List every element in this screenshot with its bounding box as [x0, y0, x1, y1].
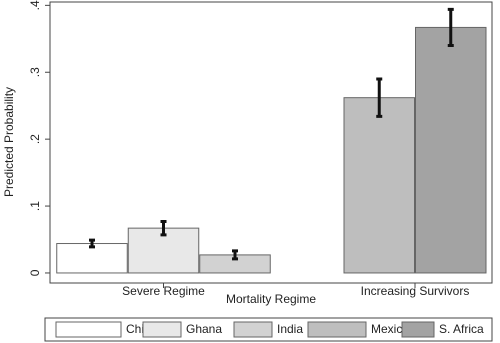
bar: [343, 97, 415, 274]
error-bar: [89, 238, 95, 249]
y-tick-label: .3: [28, 67, 42, 77]
y-tick-label: 0: [28, 269, 42, 276]
y-tick-label: .4: [28, 0, 42, 10]
legend-swatch: [233, 321, 273, 338]
error-bar: [447, 7, 454, 47]
legend-swatch: [307, 321, 367, 338]
legend-swatch: [55, 321, 122, 338]
legend-frame: [44, 317, 493, 342]
legend-label: India: [277, 322, 303, 336]
bar: [127, 227, 200, 274]
legend-swatch: [401, 321, 435, 338]
legend-label: S. Africa: [439, 322, 484, 336]
legend-label: Mexico: [371, 322, 409, 336]
y-tick-label: .1: [28, 201, 42, 211]
bar: [415, 26, 487, 274]
x-axis-label: Mortality Regime: [226, 292, 316, 306]
x-tick-label: Severe Regime: [122, 284, 205, 298]
y-tick-label: .2: [28, 134, 42, 144]
error-bar: [160, 219, 167, 237]
legend-swatch: [142, 321, 182, 338]
x-tick-label: Increasing Survivors: [361, 284, 470, 298]
legend-label: Ghana: [186, 322, 222, 336]
error-bar: [232, 249, 238, 261]
plot-frame: [49, 1, 493, 284]
y-axis-label: Predicted Probability: [2, 87, 16, 197]
error-bar: [376, 77, 383, 118]
